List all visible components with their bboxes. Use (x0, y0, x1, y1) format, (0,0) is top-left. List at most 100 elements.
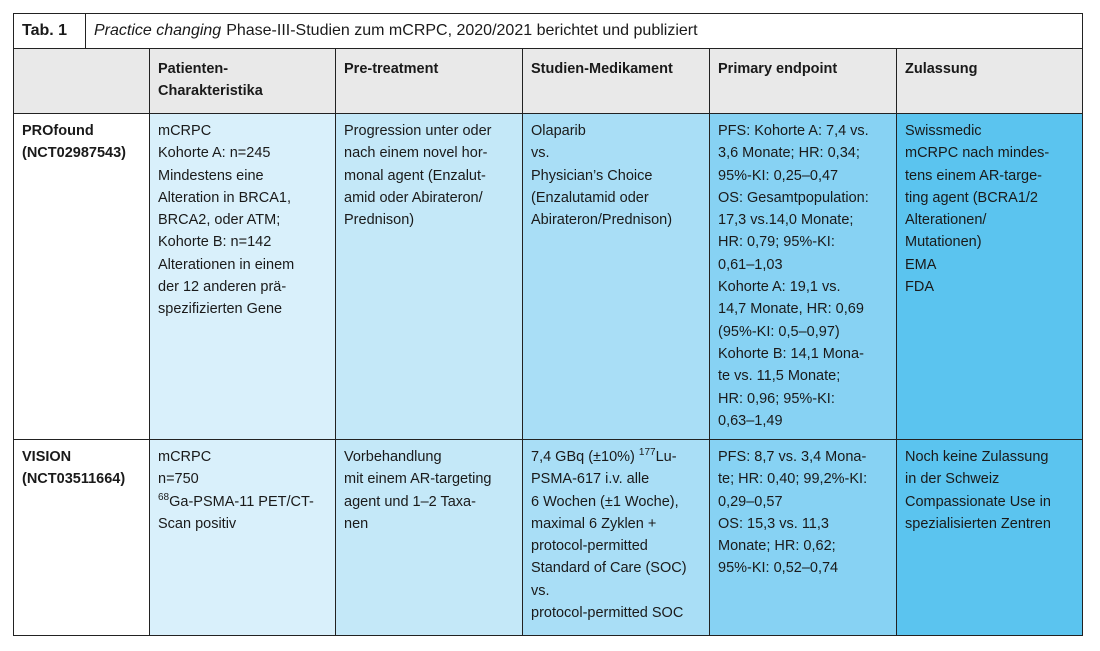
cell-endpoint: PFS: 8,7 vs. 3,4 Mona- te; HR: 0,40; 99,… (710, 440, 897, 635)
text-line: nen (344, 515, 369, 532)
text-line: 17,3 vs.14,0 Monate; (718, 212, 854, 229)
table-title-text: Phase-III-Studien zum mCRPC, 2020/2021 b… (226, 22, 698, 39)
text-line: Compassionate Use in (905, 493, 1051, 510)
text-line: HR: 0,96; 95%-KI: (718, 390, 835, 407)
text-line: 0,29–0,57 (718, 493, 783, 510)
text-line: Kohorte A: n=245 (158, 145, 271, 162)
text-fragment: 7,4 GBq (±10%) (531, 449, 639, 465)
header-pretreatment-label: Pre-treatment (344, 61, 439, 77)
header-cell-approval: Zulassung (897, 49, 1082, 113)
text-line: 0,63–1,49 (718, 412, 783, 429)
text-line: 14,7 Monate, HR: 0,69 (718, 301, 864, 318)
text-line: Abirateron/Prednison) (531, 212, 673, 229)
cell-medication: Olaparib vs. Physician’s Choice (Enzalut… (523, 114, 710, 439)
text-line: Alteration in BRCA1, (158, 189, 291, 206)
text-line: agent und 1–2 Taxa- (344, 493, 476, 510)
row-name: PROfound (22, 123, 94, 139)
text-line: (Enzalutamid oder (531, 189, 649, 206)
text-line: Mindestens eine (158, 167, 264, 184)
text-line: 95%-KI: 0,25–0,47 (718, 167, 839, 184)
header-endpoint-label: Primary endpoint (718, 61, 838, 77)
text-line: te vs. 11,5 Monate; (718, 368, 841, 385)
text-line: maximal 6 Zyklen + (531, 515, 657, 532)
text-line: Swissmedic (905, 123, 982, 139)
cell-pretreatment: Vorbehandlung mit einem AR-targeting age… (336, 440, 523, 635)
superscript: 68 (158, 491, 170, 503)
header-cell-endpoint: Primary endpoint (710, 49, 897, 113)
text-line: FDA (905, 279, 934, 296)
row-label-vision: VISION (NCT03511664) (14, 440, 150, 635)
text-line: Standard of Care (SOC) (531, 560, 687, 577)
cell-endpoint: PFS: Kohorte A: 7,4 vs. 3,6 Monate; HR: … (710, 114, 897, 439)
row-label-profound: PROfound (NCT02987543) (14, 114, 150, 439)
superscript: 177 (638, 447, 656, 459)
text-line: amid oder Abirateron/ (344, 189, 483, 206)
text-line: 0,61–1,03 (718, 256, 783, 273)
text-line: Monate; HR: 0,62; (718, 538, 836, 555)
text-line: Kohorte B: 14,1 Mona- (718, 345, 864, 362)
table-row-profound: PROfound (NCT02987543) mCRPC Kohorte A: … (14, 114, 1082, 440)
text-line: mit einem AR-targeting (344, 471, 492, 488)
text-line: Mutationen) (905, 234, 982, 251)
cell-approval: Swissmedic mCRPC nach mindes- tens einem… (897, 114, 1082, 439)
text-line: spezialisierten Zentren (905, 515, 1051, 532)
text-line: Progression unter oder (344, 123, 492, 139)
table-header-row: Patienten- Charakteristika Pre-treatment… (14, 49, 1082, 114)
text-line: Prednison) (344, 212, 415, 229)
text-line: HR: 0,79; 95%-KI: (718, 234, 835, 251)
row-name: VISION (22, 449, 72, 465)
text-line: Olaparib (531, 123, 586, 139)
text-line: n=750 (158, 471, 199, 488)
text-line: 95%-KI: 0,52–0,74 (718, 560, 839, 577)
row-id: (NCT02987543) (22, 145, 126, 162)
cell-patients: mCRPC Kohorte A: n=245 Mindestens eine A… (150, 114, 336, 439)
text-line: in der Schweiz (905, 471, 1000, 488)
header-medication-label: Studien-Medikament (531, 61, 673, 77)
header-patients-line2: Charakteristika (158, 83, 263, 100)
header-cell-pretreatment: Pre-treatment (336, 49, 523, 113)
text-line: Physician’s Choice (531, 167, 653, 184)
text-line: PFS: 8,7 vs. 3,4 Mona- (718, 449, 867, 465)
text-line: mCRPC nach mindes- (905, 145, 1050, 162)
text-line: 3,6 Monate; HR: 0,34; (718, 145, 860, 162)
text-line: BRCA2, oder ATM; (158, 212, 281, 229)
text-line: PSMA-617 i.v. alle (531, 471, 650, 488)
table-caption-row: Tab. 1 Practice changing Phase-III-Studi… (14, 14, 1082, 49)
table-title: Practice changing Phase-III-Studien zum … (86, 14, 1082, 48)
text-line: 68Ga-PSMA-11 PET/CT- (158, 491, 327, 513)
table-label: Tab. 1 (14, 14, 86, 48)
text-line: (95%-KI: 0,5–0,97) (718, 323, 840, 340)
text-line: Vorbehandlung (344, 449, 442, 465)
text-line: vs. (531, 582, 550, 599)
text-line: EMA (905, 256, 937, 273)
text-line: Alterationen in einem (158, 256, 295, 273)
text-line: Scan positiv (158, 515, 237, 532)
text-line: te; HR: 0,40; 99,2%-KI: (718, 471, 868, 488)
table-title-italic: Practice changing (94, 22, 222, 39)
text-line: OS: 15,3 vs. 11,3 (718, 515, 829, 532)
header-cell-medication: Studien-Medikament (523, 49, 710, 113)
text-line: Kohorte B: n=142 (158, 234, 272, 251)
text-line: vs. (531, 145, 550, 162)
text-line: ting agent (BCRA1/2 (905, 189, 1038, 206)
text-line: protocol-permitted SOC (531, 605, 684, 622)
text-line: Kohorte A: 19,1 vs. (718, 279, 841, 296)
text-line: monal agent (Enzalut- (344, 167, 486, 184)
header-approval-label: Zulassung (905, 61, 978, 77)
text-line: Alterationen/ (905, 212, 987, 229)
text-line: der 12 anderen prä- (158, 279, 287, 296)
text-line: 6 Wochen (±1 Woche), (531, 493, 679, 510)
study-table: Tab. 1 Practice changing Phase-III-Studi… (13, 13, 1083, 636)
text-line: PFS: Kohorte A: 7,4 vs. (718, 123, 869, 139)
header-cell-patients: Patienten- Charakteristika (150, 49, 336, 113)
text-line: spezifizierten Gene (158, 301, 283, 318)
text-line: nach einem novel hor- (344, 145, 488, 162)
table-row-vision: VISION (NCT03511664) mCRPC n=750 68Ga-PS… (14, 440, 1082, 635)
header-cell-empty (14, 49, 150, 113)
cell-patients: mCRPC n=750 68Ga-PSMA-11 PET/CT- Scan po… (150, 440, 336, 635)
text-line: OS: Gesamtpopulation: (718, 189, 869, 206)
header-patients-line1: Patienten- (158, 61, 229, 77)
row-id: (NCT03511664) (22, 471, 126, 488)
text-line: protocol-permitted (531, 538, 648, 555)
text-line: 7,4 GBq (±10%) 177Lu- (531, 446, 701, 468)
